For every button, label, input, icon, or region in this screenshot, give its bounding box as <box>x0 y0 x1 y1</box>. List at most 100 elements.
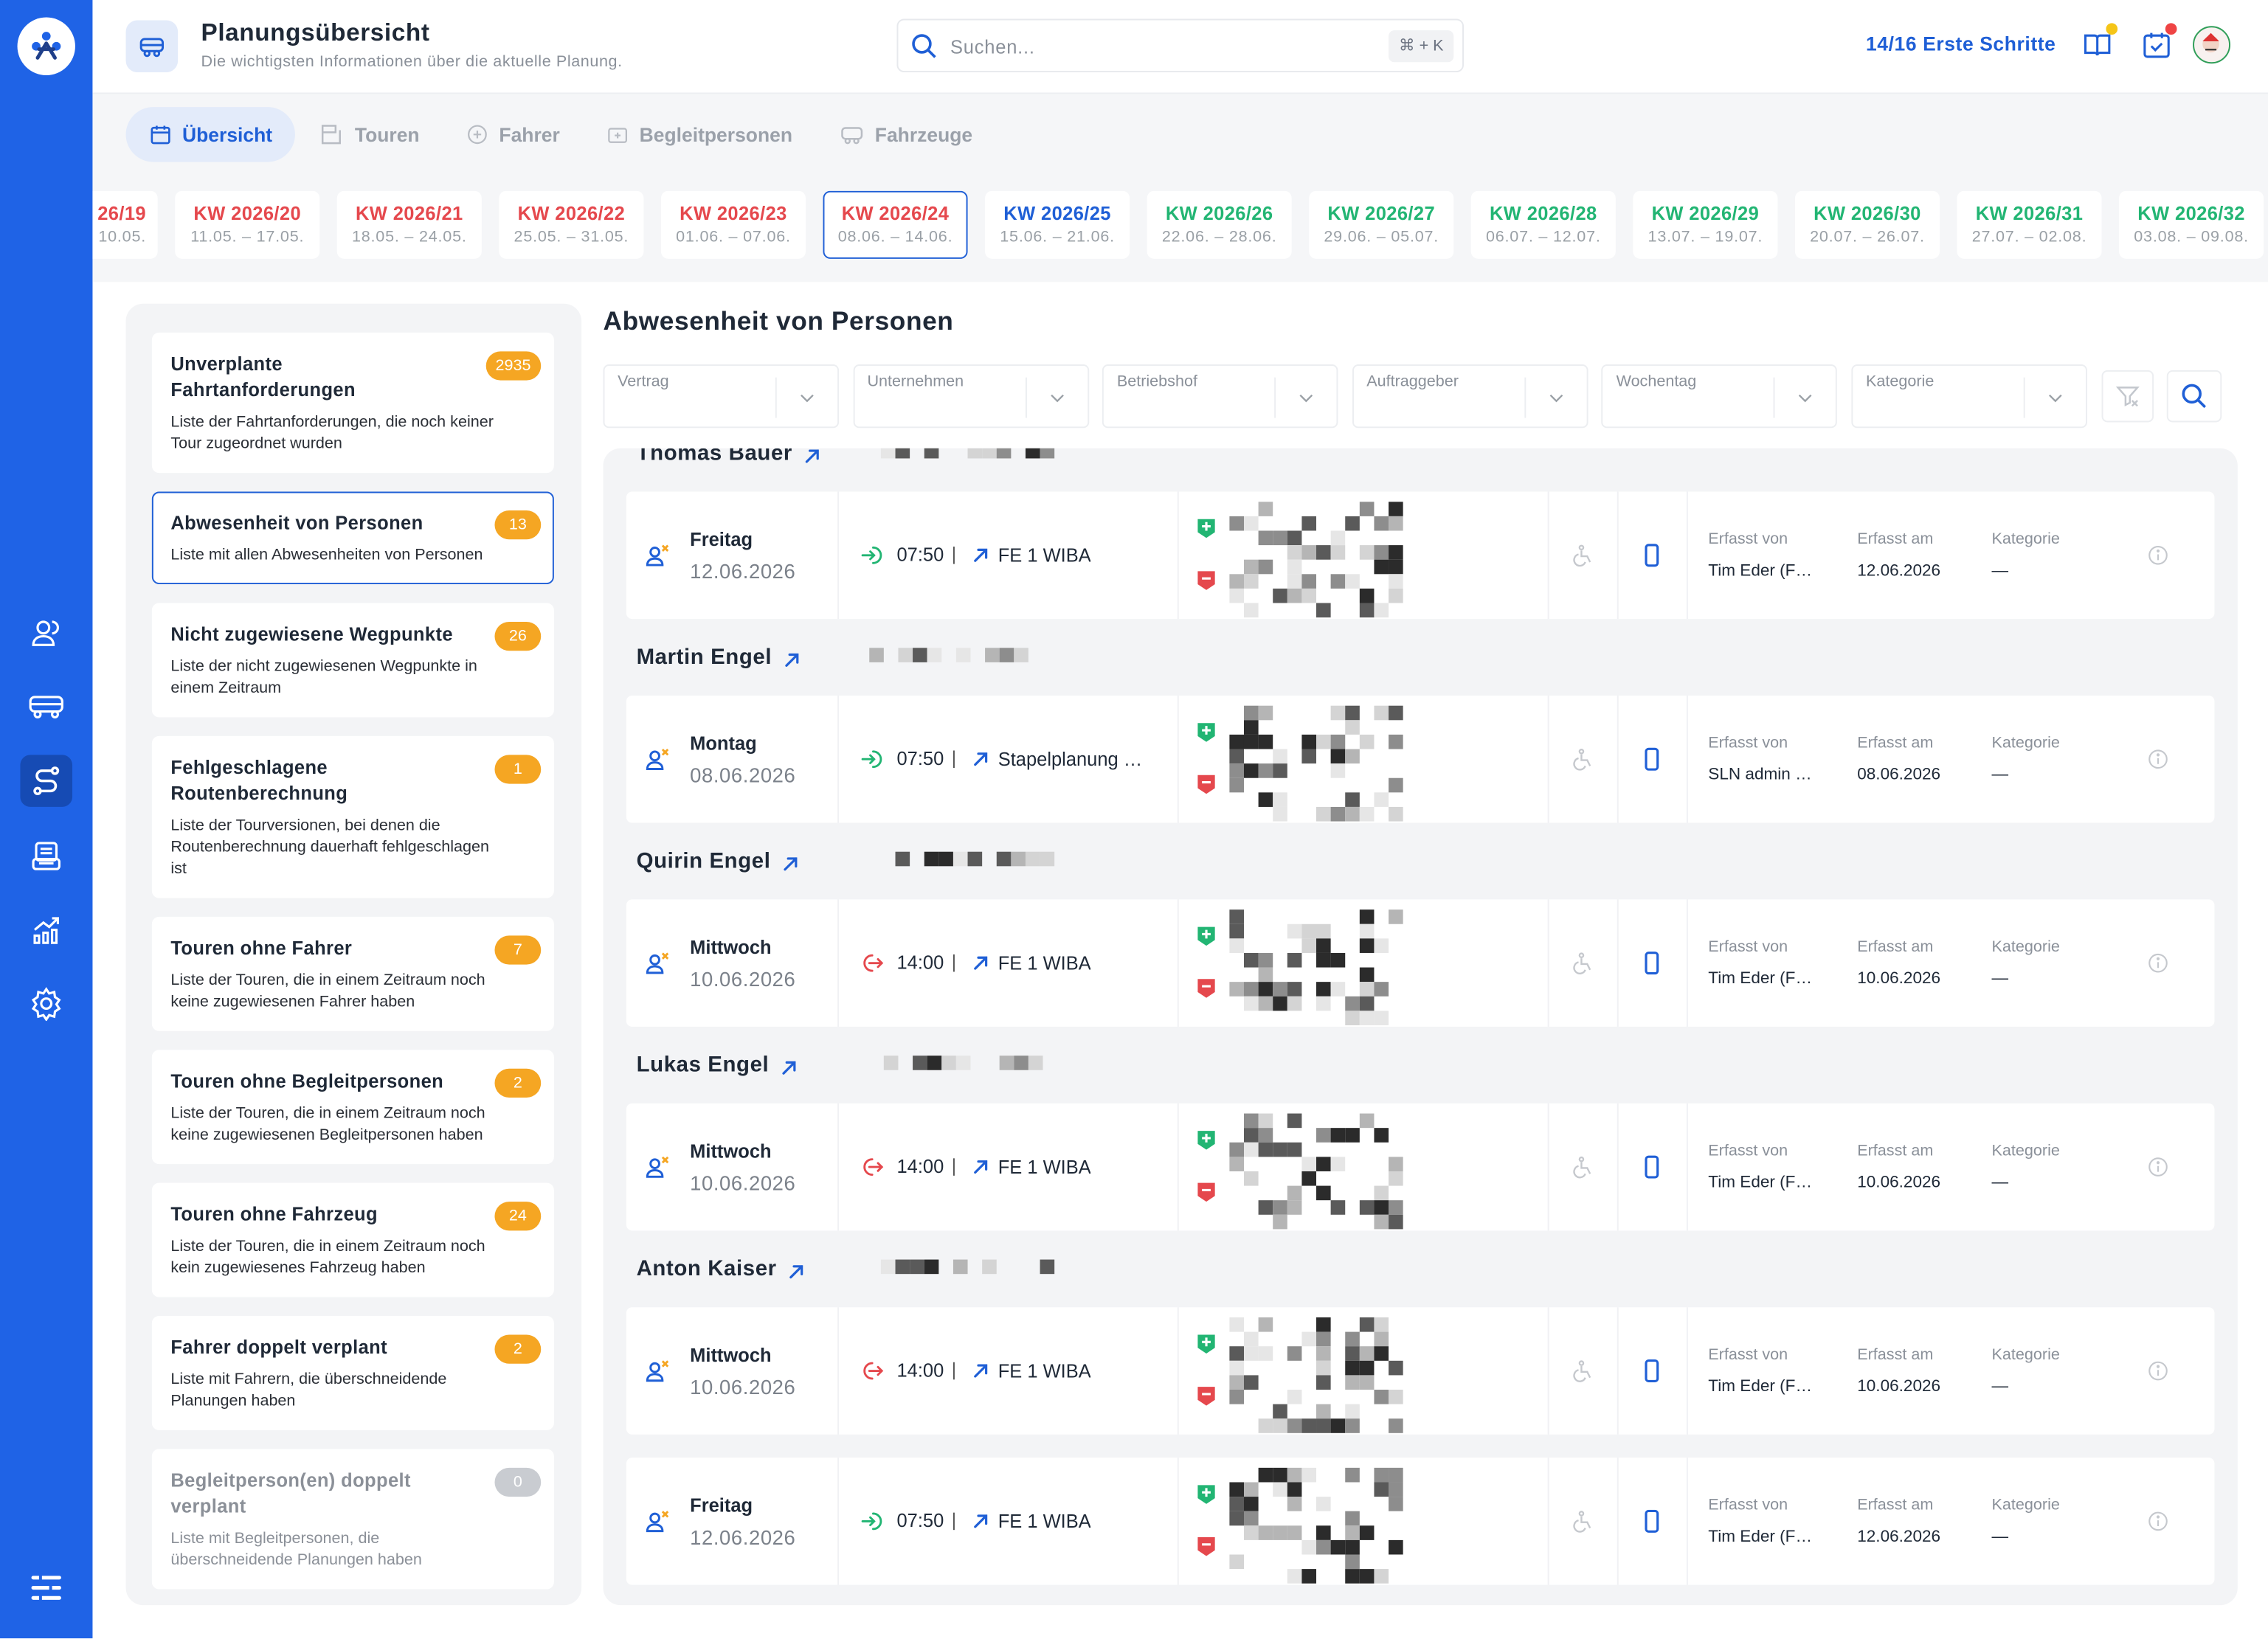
nav-reports[interactable] <box>20 830 72 882</box>
week-card[interactable]: KW 2026/26 22.06. – 28.06. <box>1147 190 1292 259</box>
tour-name[interactable]: FE 1 WIBA <box>998 1359 1091 1382</box>
info-icon[interactable] <box>2146 1155 2169 1178</box>
info-icon[interactable] <box>2146 1510 2169 1533</box>
week-card[interactable]: KW 2026/27 29.06. – 05.07. <box>1309 190 1454 259</box>
onboarding-link[interactable]: 14/16 Erste Schritte <box>1865 33 2056 55</box>
redacted-pixel <box>1345 574 1360 589</box>
person-link[interactable] <box>786 1262 805 1281</box>
absence-date: 12.06.2026 <box>690 1525 796 1549</box>
search-button[interactable] <box>2166 370 2222 423</box>
info-icon[interactable] <box>2146 952 2169 974</box>
filter-dropdown[interactable]: Kategorie <box>1851 364 2087 429</box>
redacted-pixel <box>1359 938 1375 953</box>
filter-dropdown[interactable]: Vertrag <box>603 364 840 429</box>
tour-name[interactable]: Stapelplanung … <box>998 748 1143 770</box>
person-link[interactable] <box>803 448 821 466</box>
reset-filter-button[interactable] <box>2101 370 2154 423</box>
filter-dropdown[interactable]: Betriebshof <box>1102 364 1338 429</box>
nav-vehicles[interactable] <box>20 679 72 732</box>
redacted-pixel <box>1243 1128 1259 1143</box>
divider <box>1547 491 1549 620</box>
person-name[interactable]: Lukas Engel <box>636 1053 770 1078</box>
person-link[interactable] <box>779 1058 798 1077</box>
filter-dropdown[interactable]: Auftraggeber <box>1352 364 1588 429</box>
week-card[interactable]: KW 2026/24 08.06. – 14.06. <box>823 190 968 259</box>
person-name[interactable]: Quirin Engel <box>636 848 771 874</box>
person-name[interactable]: Thomas Bauer <box>636 448 792 466</box>
tab[interactable]: Fahrer <box>443 107 583 162</box>
redacted-pixel <box>1389 1390 1403 1404</box>
filter-divider <box>1025 377 1027 418</box>
tour-name[interactable]: FE 1 WIBA <box>998 544 1091 566</box>
redacted-pixel <box>1301 734 1317 749</box>
week-card[interactable]: KW 2026/29 13.07. – 19.07. <box>1633 190 1778 259</box>
overview-item[interactable]: Abwesenheit von Personen Liste mit allen … <box>151 491 554 585</box>
info-icon[interactable] <box>2146 1359 2169 1382</box>
redacted-pixel <box>1258 1128 1273 1143</box>
week-card[interactable]: KW 2026/28 06.07. – 12.07. <box>1470 190 1616 259</box>
redacted-pixel <box>1359 1360 1375 1376</box>
logo[interactable] <box>17 17 75 75</box>
tour-name[interactable]: FE 1 WIBA <box>998 952 1091 974</box>
removed-icon <box>1197 774 1215 794</box>
week-card[interactable]: KW 2026/32 03.08. – 09.08. <box>2119 190 2264 259</box>
tab[interactable]: Fahrzeuge <box>815 107 995 162</box>
nav-persons[interactable] <box>20 607 72 659</box>
person-link[interactable] <box>782 651 801 669</box>
tab[interactable]: Touren <box>295 107 442 162</box>
week-card[interactable]: KW 2026/31 27.07. – 02.08. <box>1957 190 2102 259</box>
week-card[interactable]: KW 2026/23 01.06. – 07.06. <box>660 190 806 259</box>
user-avatar[interactable] <box>2193 26 2231 64</box>
overview-item[interactable]: Touren ohne Fahrzeug Liste der Touren, di… <box>151 1182 554 1297</box>
filter-dropdown[interactable]: Wochentag <box>1601 364 1838 429</box>
overview-item[interactable]: Touren ohne Fahrer Liste der Touren, die … <box>151 916 554 1031</box>
person-name[interactable]: Anton Kaiser <box>636 1256 777 1281</box>
week-card[interactable]: KW 2026/25 15.06. – 21.06. <box>985 190 1130 259</box>
tab[interactable]: Begleitpersonen <box>583 107 815 162</box>
redacted-pixel <box>1359 1011 1375 1025</box>
nav-menu[interactable] <box>20 1562 72 1614</box>
docs-button[interactable] <box>2081 23 2118 68</box>
redacted-pixel <box>1243 603 1259 618</box>
column-label: Kategorie <box>1991 734 2060 752</box>
tab[interactable]: Übersicht <box>125 107 296 162</box>
nav-statistics[interactable] <box>20 904 72 956</box>
person-link[interactable] <box>781 855 799 873</box>
week-card[interactable]: KW 2026/30 20.07. – 26.07. <box>1794 190 1940 259</box>
week-card[interactable]: KW 2026/21 18.05. – 24.05. <box>336 190 482 259</box>
overview-item[interactable]: Unverplante Fahrtanforderungen Liste der … <box>151 332 554 474</box>
redacted-pixel <box>1330 952 1346 968</box>
week-range: 10.05. <box>98 228 147 246</box>
redacted-pixel <box>1316 952 1331 968</box>
overview-item[interactable]: Fahrer doppelt verplant Liste mit Fahrern… <box>151 1316 554 1430</box>
nav-planning[interactable] <box>20 755 73 807</box>
overview-item[interactable]: Nicht zugewiesene Wegpunkte Liste der nic… <box>151 603 554 718</box>
search-box[interactable]: Suchen... ⌘ + K <box>896 18 1464 73</box>
redacted-pixel <box>1301 1331 1317 1347</box>
overview-item[interactable]: Touren ohne Begleitpersonen Liste der Tou… <box>151 1050 554 1165</box>
absence-time: 07:50 <box>896 749 955 768</box>
redacted-pixel <box>1316 1539 1331 1555</box>
redacted-pixel <box>1359 1346 1375 1361</box>
tasks-button[interactable] <box>2140 23 2177 68</box>
week-card[interactable]: 26/19 10.05. <box>92 190 158 259</box>
person-name[interactable]: Martin Engel <box>636 645 772 670</box>
tour-name[interactable]: FE 1 WIBA <box>998 1510 1091 1533</box>
item-title: Touren ohne Fahrer <box>170 937 353 959</box>
week-card[interactable]: KW 2026/22 25.05. – 31.05. <box>499 190 644 259</box>
week-card[interactable]: KW 2026/20 11.05. – 17.05. <box>175 190 320 259</box>
redacted-pixel <box>1330 1200 1346 1215</box>
redacted-pixel <box>1374 1390 1389 1404</box>
item-count: 1 <box>494 755 542 784</box>
person-group: Anton Kaiser Mittwoch 10.06.2026 14:00 FE 1 … <box>626 1250 2215 1585</box>
info-icon[interactable] <box>2146 748 2169 771</box>
redacted-pixel <box>1316 982 1331 997</box>
added-icon <box>1197 721 1215 742</box>
nav-settings[interactable] <box>20 977 72 1030</box>
overview-item[interactable]: Fehlgeschlagene Routenberechnung Liste de… <box>151 735 554 898</box>
week-label: KW 2026/29 <box>1651 202 1760 224</box>
info-icon[interactable] <box>2146 544 2169 566</box>
tour-name[interactable]: FE 1 WIBA <box>998 1156 1091 1178</box>
redacted-pixel <box>1359 909 1375 924</box>
filter-dropdown[interactable]: Unternehmen <box>852 364 1089 429</box>
